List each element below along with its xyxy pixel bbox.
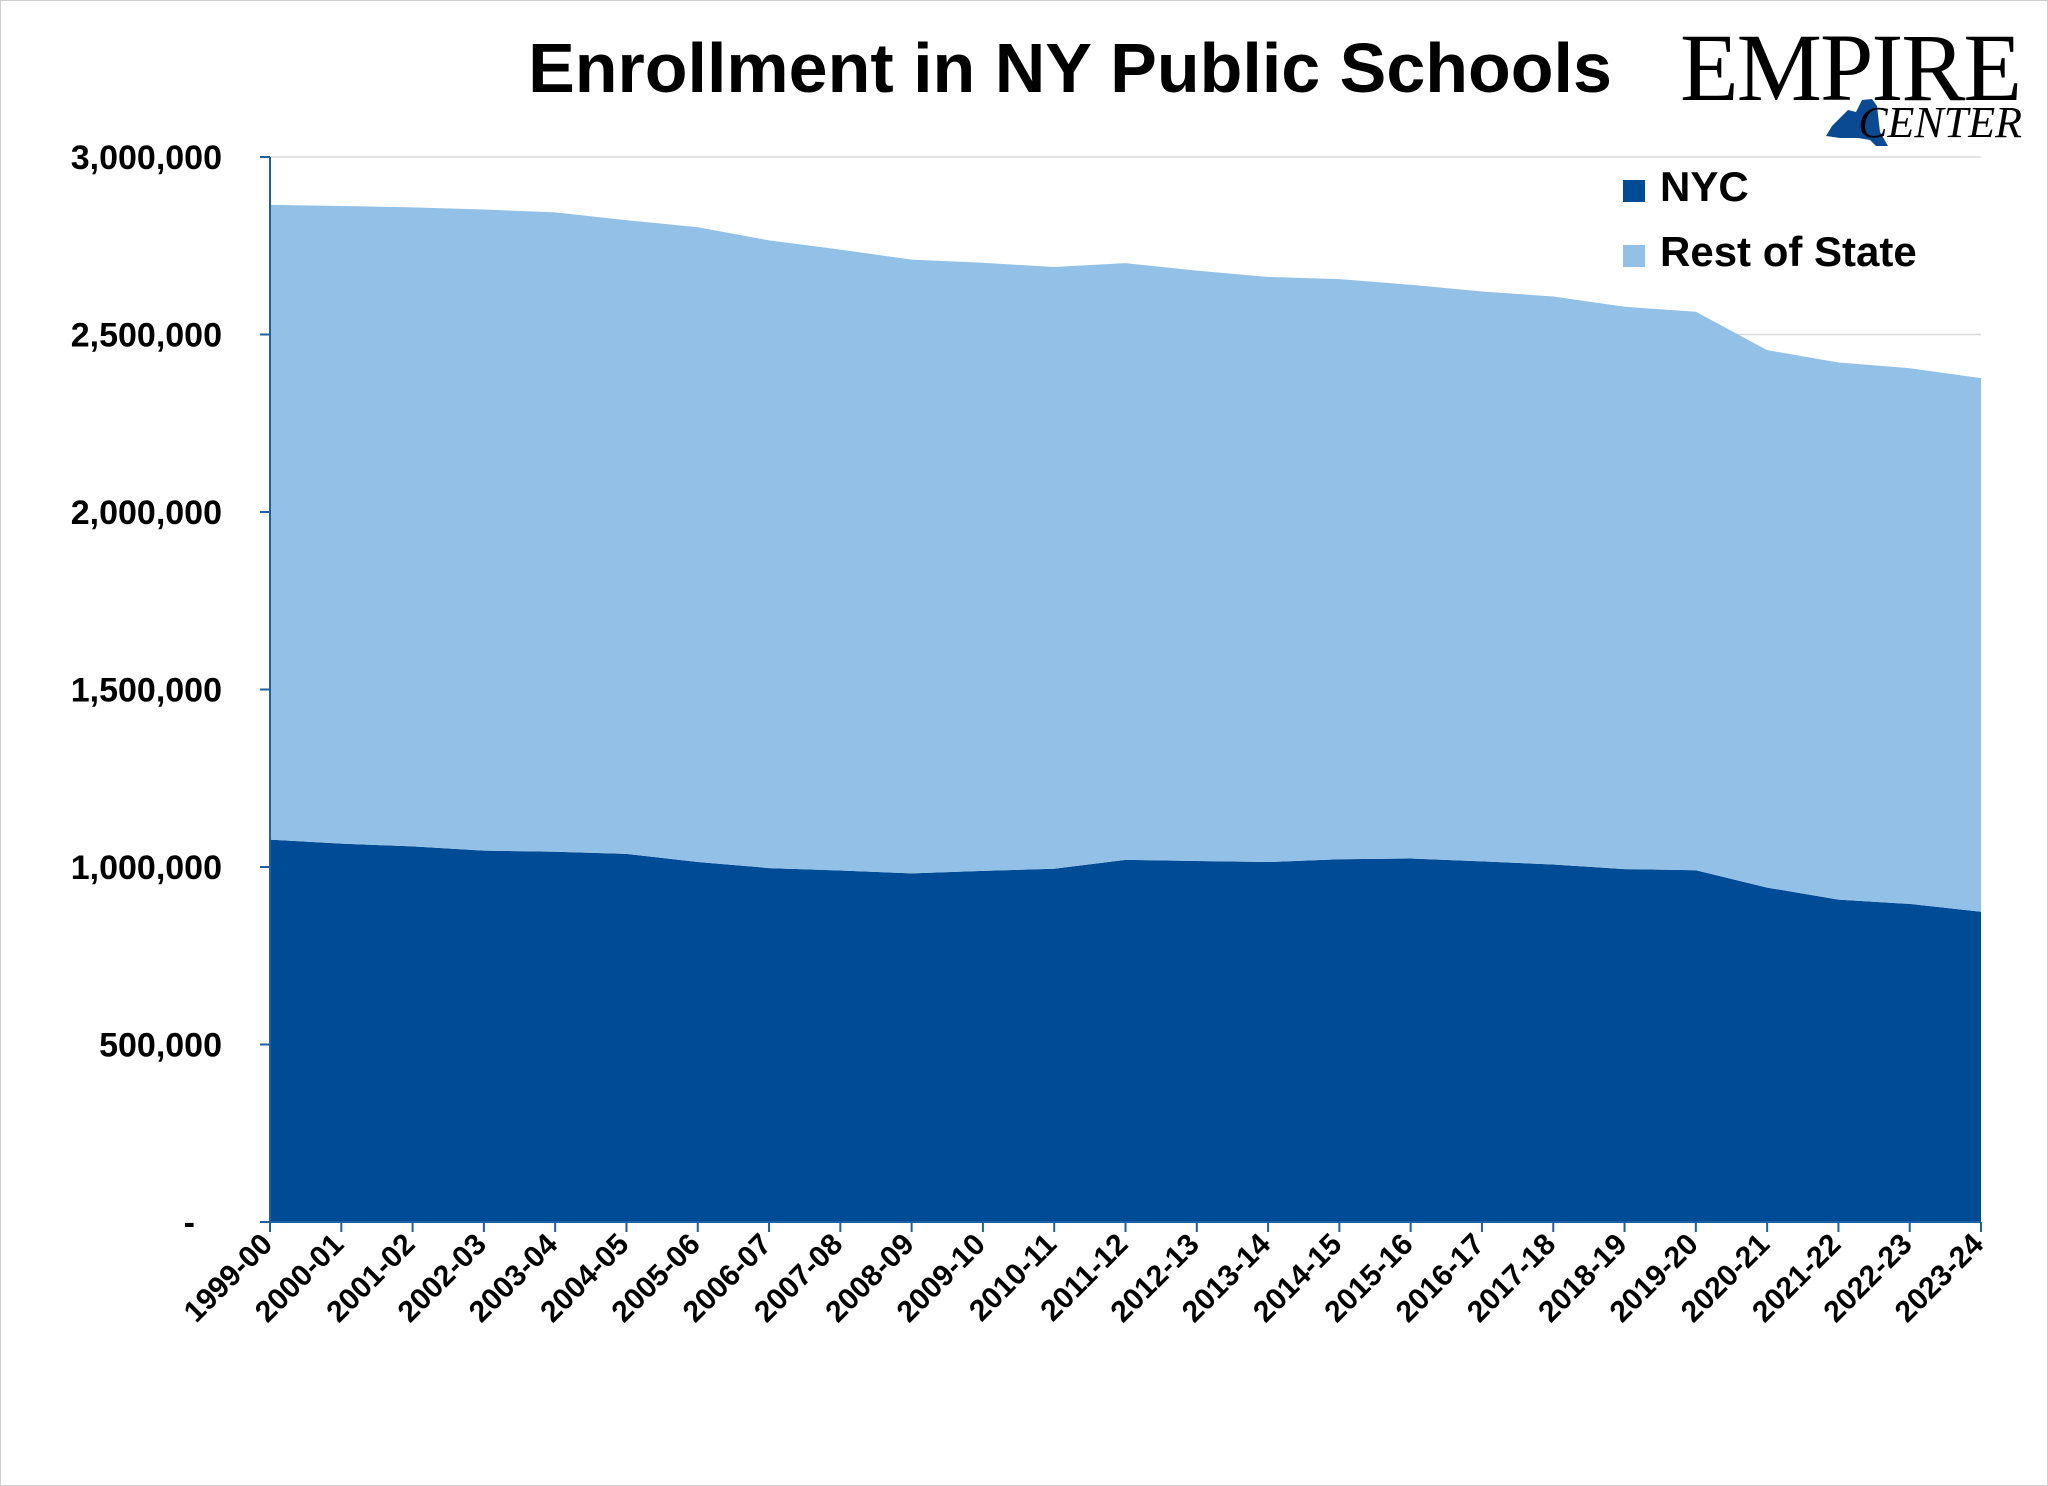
y-tick-label: -	[184, 1204, 195, 1242]
area-series	[270, 204, 1981, 1222]
y-tick-label: 1,000,000	[71, 849, 222, 887]
legend-swatch-nyc	[1623, 180, 1645, 202]
legend-label-nyc: NYC	[1660, 163, 1749, 210]
new-york-state-icon	[1826, 99, 1888, 146]
y-tick-label: 3,000,000	[71, 139, 222, 177]
legend-swatch-rest-of-state	[1623, 245, 1645, 267]
empire-center-logo: EMPIRE CENTER	[1680, 14, 2022, 147]
y-tick-label: 2,500,000	[71, 317, 222, 355]
legend-label-rest-of-state: Rest of State	[1660, 228, 1917, 275]
y-tick-label: 2,000,000	[71, 494, 222, 532]
x-axis-ticks: 1999-002000-012001-022002-032003-042004-…	[178, 1222, 1990, 1329]
area-nyc	[270, 839, 1981, 1222]
logo-center-text: CENTER	[1858, 98, 2022, 147]
logo-empire-text: EMPIRE	[1680, 14, 2020, 121]
legend: NYC Rest of State	[1623, 163, 1917, 275]
area-rest-of-state	[270, 204, 1981, 912]
chart-title: Enrollment in NY Public Schools	[528, 29, 1612, 107]
y-tick-label: 1,500,000	[71, 672, 222, 710]
y-axis-ticks: - 500,000 1,000,000 1,500,000 2,000,000 2,500…	[71, 139, 270, 1242]
y-tick-label: 500,000	[99, 1027, 222, 1065]
